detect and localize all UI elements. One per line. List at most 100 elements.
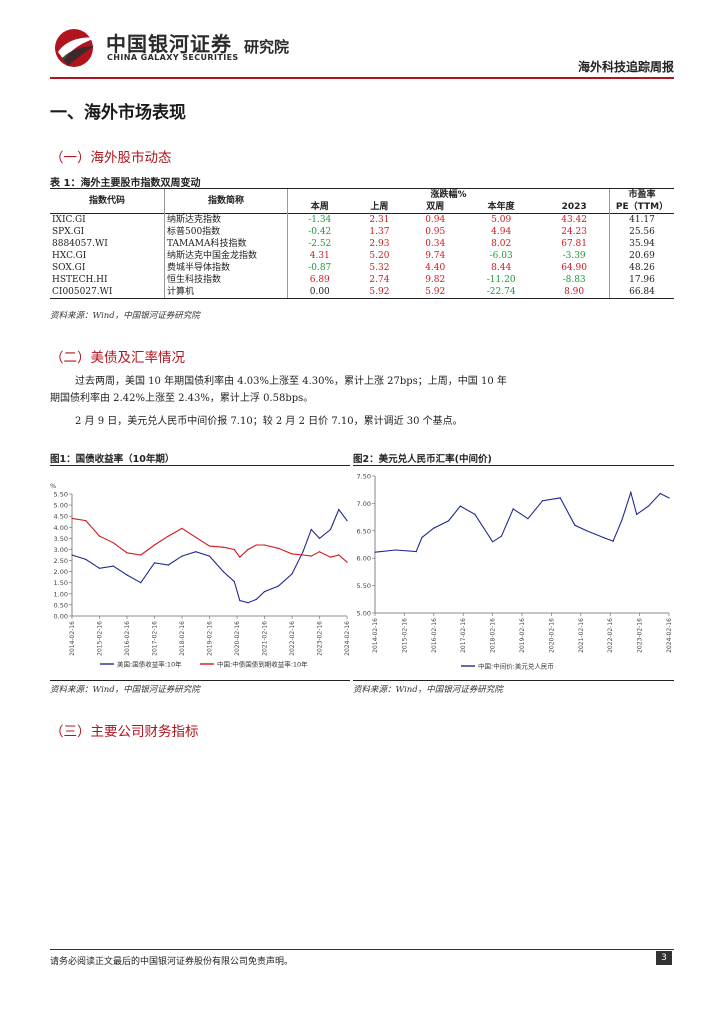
data-point <box>500 535 502 537</box>
fig2-rule-bottom <box>353 680 674 681</box>
cell-this-week: 6.89 <box>286 274 352 286</box>
col-header-this-week: 本周 <box>286 201 352 214</box>
y-tick-label: 2.00 <box>54 568 68 576</box>
x-tick-label: 2017-02-16 <box>460 618 467 653</box>
data-point <box>318 551 321 553</box>
cell-y2023: 43.42 <box>539 213 610 226</box>
data-point <box>222 546 224 548</box>
cell-pe: 35.94 <box>609 238 674 250</box>
data-point <box>153 562 156 564</box>
table-row: IXIC.GI 纳斯达克指数 -1.34 2.31 0.94 5.09 43.42 41.17 <box>50 213 674 226</box>
col-header-last-week: 上周 <box>370 202 389 212</box>
subsection-title-stocks: （一）海外股市动态 <box>50 150 172 166</box>
table-row: CI005027.WI 计算机 0.00 5.92 5.92 -22.74 8.90 66.8… <box>50 286 674 299</box>
y-tick-label: 6.50 <box>357 527 371 535</box>
cell-y2023: 64.90 <box>561 263 587 273</box>
table-source: 资料来源：Wind，中国银河证券研究院 <box>50 311 200 321</box>
data-point <box>318 537 321 539</box>
data-point <box>233 548 235 551</box>
cell-pe: 17.96 <box>609 274 674 286</box>
data-point <box>542 500 544 502</box>
y-tick-label: 5.00 <box>54 502 68 510</box>
data-point <box>247 548 249 551</box>
data-point <box>167 535 169 537</box>
brand-name-en: CHINA GALAXY SECURITIES <box>107 53 239 62</box>
legend-label: 中国:中间价:美元兑人民币 <box>478 662 554 671</box>
cell-pe: 41.17 <box>609 213 674 226</box>
cell-last-week: 2.31 <box>351 213 408 226</box>
data-point <box>85 520 87 522</box>
cell-code: SPX.GI <box>52 227 85 237</box>
fig1-source: 资料来源：Wind，中国银河证券研究院 <box>50 685 200 695</box>
cell-pe: 25.56 <box>609 226 674 238</box>
data-point <box>167 564 169 566</box>
fig1-rule <box>50 465 350 466</box>
cell-this-week: -0.42 <box>286 226 352 238</box>
y-tick-label: 7.00 <box>357 500 371 508</box>
data-point <box>85 558 87 560</box>
x-tick-label: 2020-02-16 <box>548 618 555 653</box>
x-tick-label: 2023-02-16 <box>637 618 644 653</box>
footer-rule <box>50 949 674 950</box>
data-point <box>636 513 638 515</box>
col-header-name: 指数简称 <box>164 188 288 214</box>
data-point <box>239 556 241 558</box>
col-header-2023: 2023 <box>561 202 587 212</box>
cell-name: 计算机 <box>164 286 288 299</box>
data-point <box>647 505 649 507</box>
col-header-ytd: 本年度 <box>487 202 515 212</box>
y-tick-label: 5.50 <box>54 491 68 499</box>
data-point <box>421 536 423 538</box>
legend-label: 中国:中债国债到期收益率:10年 <box>217 660 308 669</box>
x-tick-label: 2015-02-16 <box>401 618 408 653</box>
data-point <box>612 540 614 542</box>
subsection-title-bonds: （二）美债及汇率情况 <box>50 350 185 366</box>
cell-name: 标普500指数 <box>164 226 288 238</box>
data-point <box>98 567 101 569</box>
cell-this-week: 0.00 <box>286 286 352 299</box>
data-point <box>71 554 73 556</box>
table-row: 8884057.WI TAMAMA科技指数 -2.52 2.93 0.34 8.02 67.… <box>50 238 674 250</box>
data-point <box>112 542 114 544</box>
cell-ytd: 5.09 <box>463 213 540 226</box>
paragraph-bonds-1: 过去两周，美国 10 年期国债利率由 4.03%上涨至 4.30%，累计上涨 2… <box>75 376 507 387</box>
data-point <box>277 547 279 549</box>
series-line <box>374 490 670 553</box>
x-tick-label: 2016-02-16 <box>431 618 438 653</box>
data-point <box>338 554 340 556</box>
cell-name: 恒生科技指数 <box>164 274 288 286</box>
cell-two-weeks: 9.82 <box>425 275 446 285</box>
data-point <box>126 574 128 576</box>
cell-this-week: 4.31 <box>286 250 352 262</box>
data-point <box>153 544 156 546</box>
fig2-title: 图2：美元兑人民币汇率(中间价) <box>353 454 492 465</box>
y-tick-label: 0.00 <box>54 613 68 621</box>
cell-ytd: -11.20 <box>486 275 516 285</box>
data-point <box>195 551 197 553</box>
data-point <box>291 553 293 555</box>
x-tick-label: 2022-02-16 <box>607 618 614 653</box>
x-tick-label: 2018-02-16 <box>490 618 497 653</box>
data-point <box>71 517 73 519</box>
data-point <box>433 527 435 529</box>
y-tick-label: 4.50 <box>54 513 68 521</box>
x-tick-label: 2024-02-16 <box>666 618 673 653</box>
fig1-title: 图1：国债收益率（10年期） <box>50 454 175 465</box>
col-header-two-weeks: 双周 <box>426 202 445 212</box>
cell-y2023: -8.83 <box>562 275 586 285</box>
page-number: 3 <box>656 951 672 965</box>
fig1-chart: 0.00 0.50 1.00 1.50 2.00 2.50 3.00 3.50 4.00 4.50… <box>50 482 351 669</box>
data-point <box>574 524 576 526</box>
galaxy-logo-icon <box>55 29 96 67</box>
x-tick-label: 2019-02-16 <box>519 618 526 653</box>
x-tick-label: 2015-02-16 <box>97 621 104 656</box>
data-point <box>195 536 197 538</box>
data-point <box>222 571 224 573</box>
y-tick-label: 1.00 <box>54 590 68 598</box>
data-point <box>277 585 279 587</box>
cell-name: 纳斯达克中国金龙指数 <box>164 250 288 262</box>
cell-y2023: 24.23 <box>561 227 587 237</box>
table-row: HSTECH.HI 恒生科技指数 6.89 2.74 9.82 -11.20 -8.83 17… <box>50 274 674 286</box>
cell-code: IXIC.GI <box>50 213 165 226</box>
cell-last-week: 5.92 <box>351 286 408 299</box>
